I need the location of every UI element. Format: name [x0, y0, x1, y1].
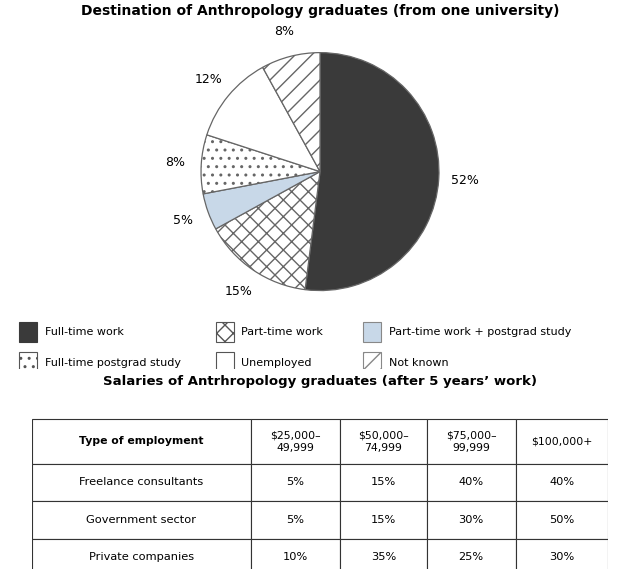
Bar — [516, 501, 608, 539]
Bar — [19, 321, 37, 342]
Bar — [32, 419, 251, 463]
Text: 52%: 52% — [451, 174, 479, 187]
Wedge shape — [262, 53, 320, 172]
Text: 40%: 40% — [459, 477, 484, 487]
Text: Not known: Not known — [389, 358, 449, 368]
Bar — [516, 463, 608, 501]
Text: 12%: 12% — [195, 73, 222, 86]
Text: 40%: 40% — [549, 477, 575, 487]
Text: 15%: 15% — [371, 477, 396, 487]
Text: 50%: 50% — [549, 515, 575, 525]
Text: 25%: 25% — [459, 553, 484, 562]
Bar — [516, 539, 608, 572]
Bar — [251, 539, 340, 572]
Bar — [32, 463, 251, 501]
Text: Government sector: Government sector — [86, 515, 196, 525]
Text: $50,000–
74,999: $50,000– 74,999 — [358, 430, 409, 452]
Text: Freelance consultants: Freelance consultants — [79, 477, 204, 487]
Bar — [216, 352, 234, 373]
Text: Full-time work: Full-time work — [45, 327, 124, 337]
Wedge shape — [305, 53, 439, 291]
Text: $100,000+: $100,000+ — [531, 436, 593, 446]
Text: Unemployed: Unemployed — [241, 358, 312, 368]
Wedge shape — [207, 67, 320, 172]
Bar — [251, 501, 340, 539]
Text: Part-time work + postgrad study: Part-time work + postgrad study — [389, 327, 571, 337]
Text: 8%: 8% — [274, 25, 294, 38]
Wedge shape — [201, 135, 320, 194]
Title: Destination of Anthropology graduates (from one university): Destination of Anthropology graduates (f… — [81, 3, 559, 18]
Wedge shape — [216, 172, 320, 289]
Bar — [516, 419, 608, 463]
Text: Part-time work: Part-time work — [241, 327, 323, 337]
Text: 5%: 5% — [287, 515, 305, 525]
Text: Type of employment: Type of employment — [79, 436, 204, 446]
Bar — [340, 463, 427, 501]
Bar — [427, 501, 516, 539]
Text: $75,000–
99,999: $75,000– 99,999 — [446, 430, 497, 452]
Text: 10%: 10% — [283, 553, 308, 562]
Bar — [32, 539, 251, 572]
Text: 5%: 5% — [173, 214, 193, 227]
Text: 5%: 5% — [287, 477, 305, 487]
Text: $25,000–
49,999: $25,000– 49,999 — [270, 430, 321, 452]
Text: 15%: 15% — [225, 285, 252, 298]
Text: 35%: 35% — [371, 553, 396, 562]
Wedge shape — [203, 172, 320, 229]
Bar — [340, 539, 427, 572]
Bar — [340, 419, 427, 463]
Bar — [427, 419, 516, 463]
Bar — [216, 321, 234, 342]
Text: Full-time postgrad study: Full-time postgrad study — [45, 358, 180, 368]
Bar — [363, 352, 381, 373]
Bar — [32, 501, 251, 539]
Text: 15%: 15% — [371, 515, 396, 525]
Bar — [19, 352, 37, 373]
Bar — [251, 463, 340, 501]
Bar — [340, 501, 427, 539]
Text: Salaries of Antrhropology graduates (after 5 years’ work): Salaries of Antrhropology graduates (aft… — [103, 375, 537, 388]
Text: 30%: 30% — [459, 515, 484, 525]
Bar — [427, 539, 516, 572]
Bar — [427, 463, 516, 501]
Text: Private companies: Private companies — [89, 553, 194, 562]
Text: 30%: 30% — [549, 553, 575, 562]
Bar — [363, 321, 381, 342]
Bar — [251, 419, 340, 463]
Text: 8%: 8% — [165, 156, 185, 169]
